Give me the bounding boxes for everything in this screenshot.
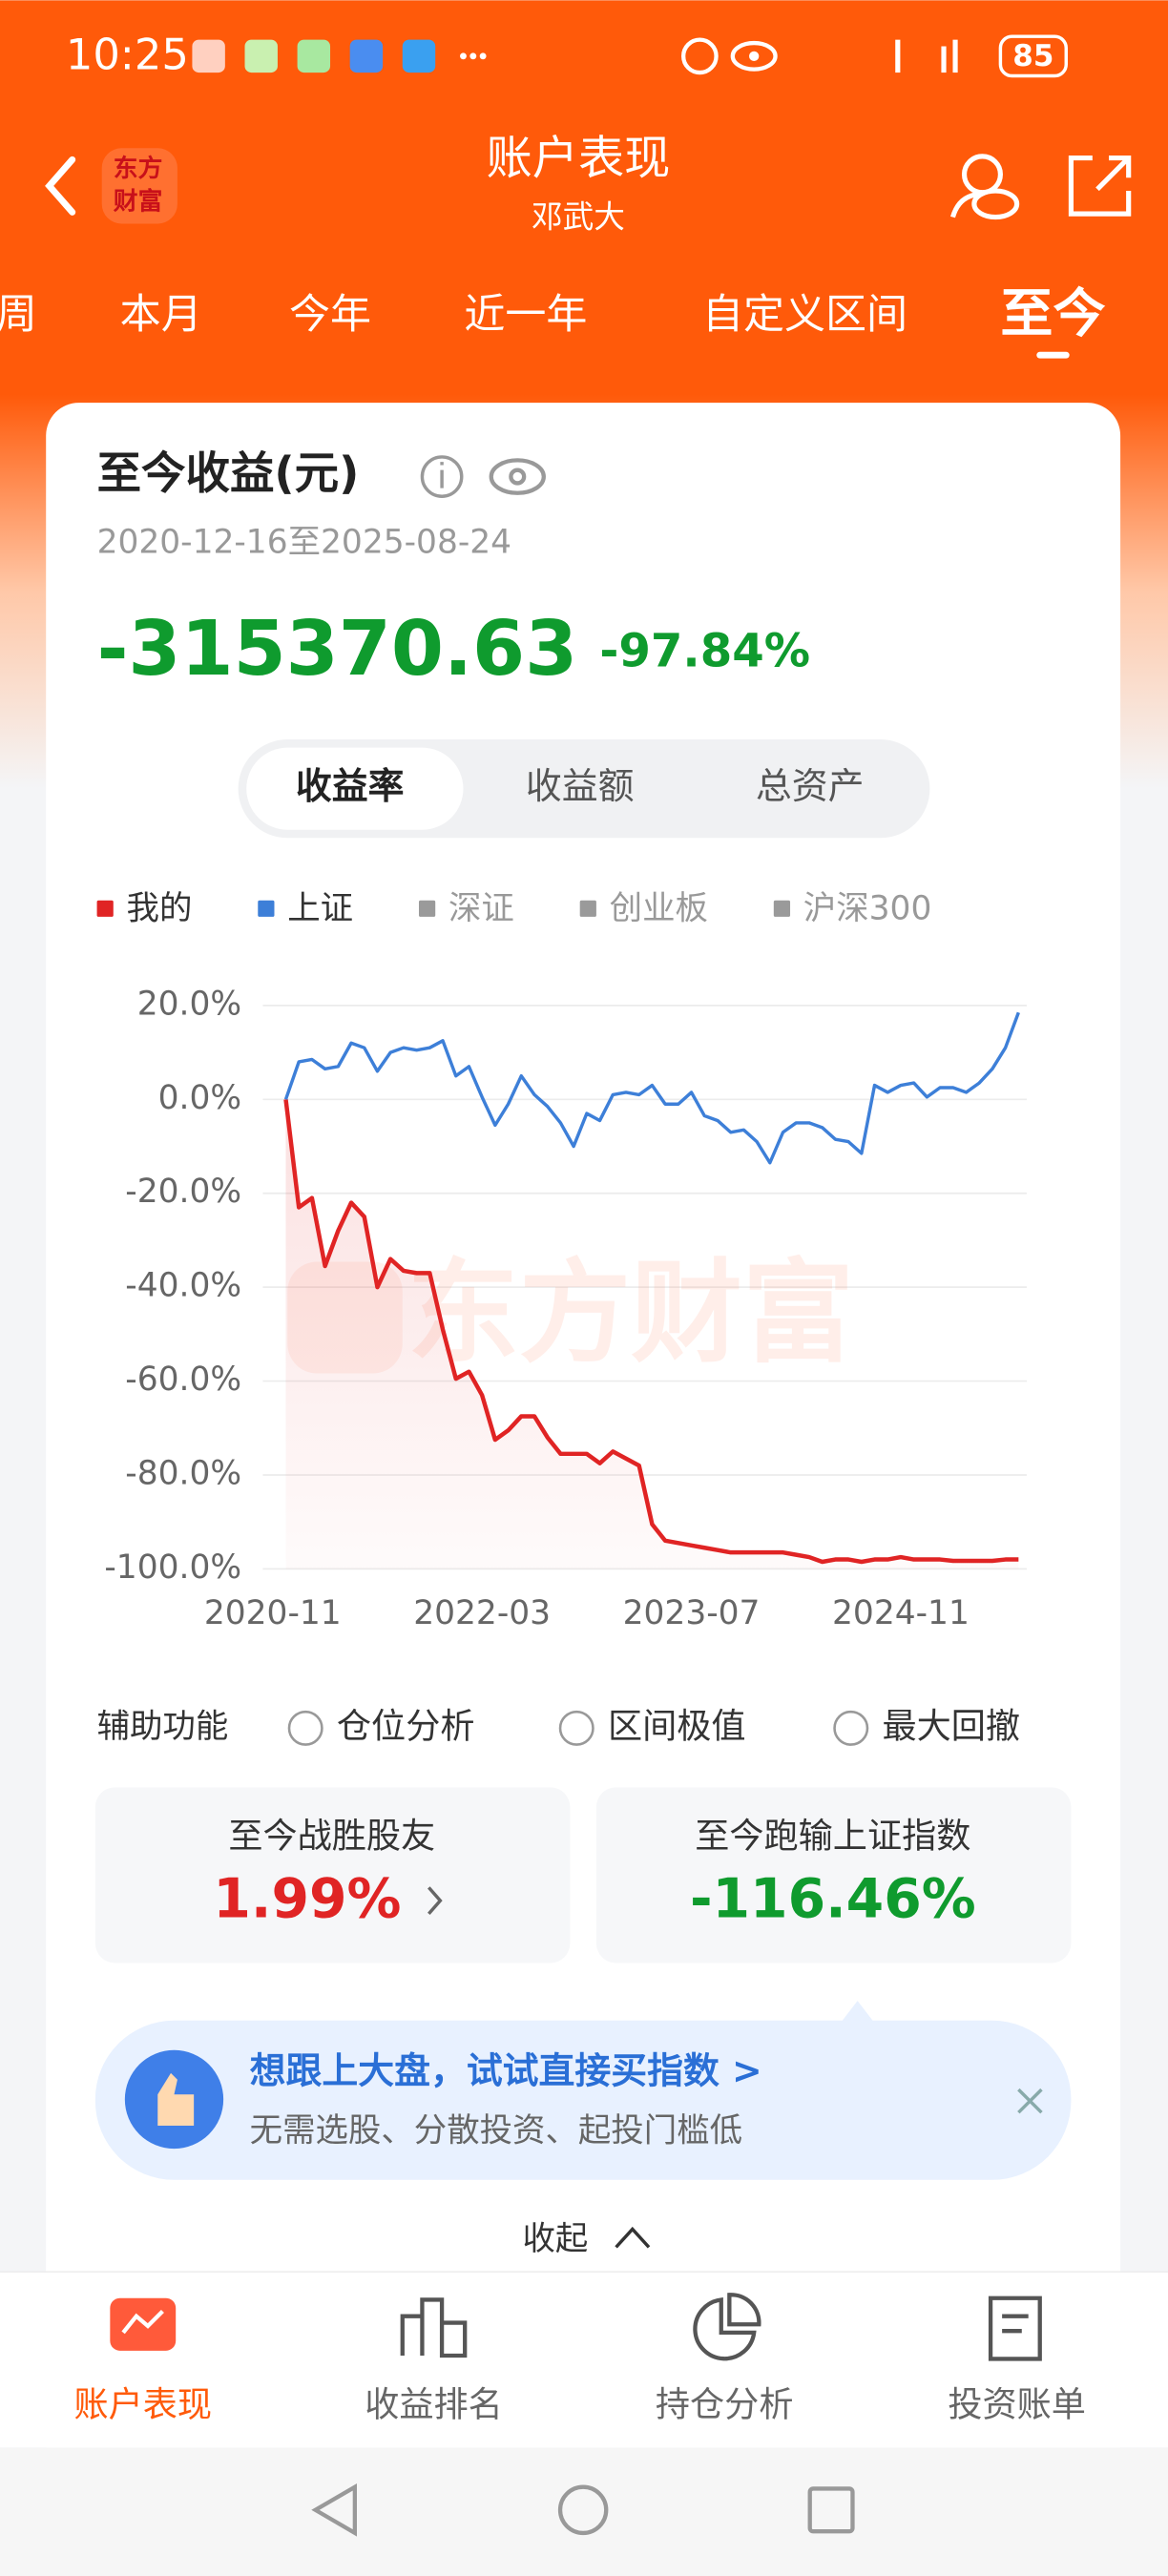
segment-active <box>246 747 464 830</box>
promo-subtitle: 无需选股、分散投资、起投门槛低 <box>250 2111 742 2150</box>
y-tick-label: -60.0% <box>125 1361 241 1399</box>
stat-value: 1.99% <box>213 1867 401 1930</box>
radio[interactable] <box>833 1710 869 1746</box>
y-tick-label: 0.0% <box>158 1079 241 1117</box>
y-tick-label: -40.0% <box>125 1267 241 1305</box>
x-tick-label: 2022-03 <box>413 1594 551 1632</box>
user-icon[interactable] <box>949 154 1020 220</box>
legend-swatch <box>773 900 791 917</box>
share-icon[interactable] <box>1068 156 1132 217</box>
nav-icon[interactable] <box>400 2297 468 2358</box>
legend-swatch <box>96 900 114 917</box>
y-tick-label: -80.0% <box>125 1454 241 1492</box>
y-tick-label: -100.0% <box>104 1548 241 1587</box>
x-tick-label: 2020-11 <box>204 1594 342 1632</box>
promo-title[interactable]: 想跟上大盘，试试直接买指数 > <box>250 2049 762 2091</box>
aux-option[interactable]: 最大回撤 <box>882 1705 1020 1746</box>
nav-label[interactable]: 收益排名 <box>365 2383 503 2424</box>
legend-swatch <box>579 900 596 917</box>
nav-label[interactable]: 投资账单 <box>948 2383 1086 2424</box>
status-icons <box>192 34 1068 78</box>
x-tick-label: 2023-07 <box>623 1594 761 1632</box>
bottom-nav <box>0 2272 1168 2448</box>
nav-label[interactable]: 持仓分析 <box>656 2383 794 2424</box>
card-title: 至今收益(元) <box>97 447 360 499</box>
date-range: 2020-12-16至2025-08-24 <box>97 524 512 562</box>
back-button[interactable] <box>45 156 76 216</box>
tab[interactable]: 近一年 <box>464 291 587 339</box>
system-home[interactable] <box>557 2484 609 2536</box>
segment[interactable]: 收益额 <box>526 765 635 807</box>
collapse-chevron <box>615 2226 651 2249</box>
area-fill <box>285 1099 1019 1569</box>
system-nav <box>0 2447 1168 2576</box>
legend-label[interactable]: 我的 <box>127 890 193 928</box>
page-subtitle: 邓武大 <box>532 198 625 235</box>
stat-label: 至今战胜股友 <box>228 1816 435 1857</box>
legend-label[interactable]: 深证 <box>448 890 514 928</box>
radio[interactable] <box>287 1710 323 1746</box>
nav-icon[interactable] <box>988 2296 1042 2361</box>
line-series <box>283 1099 1019 1565</box>
nav-icon-line <box>121 2309 164 2335</box>
tab[interactable]: 周 <box>0 291 37 339</box>
aux-label: 辅助功能 <box>97 1708 229 1746</box>
logo-text: 东方 <box>114 154 163 183</box>
stat-chevron <box>428 1886 443 1916</box>
x-tick-label: 2024-11 <box>832 1594 970 1632</box>
system-back[interactable] <box>311 2483 357 2537</box>
eye-icon[interactable] <box>489 458 546 495</box>
info-icon[interactable] <box>420 455 464 498</box>
logo-text: 财富 <box>114 187 163 217</box>
status-time: 10:25 <box>66 30 189 80</box>
stat-label: 至今跑输上证指数 <box>695 1816 970 1857</box>
y-tick-label: 20.0% <box>137 985 241 1023</box>
promo-banner[interactable] <box>94 2020 1072 2180</box>
nav-icon[interactable] <box>693 2293 761 2361</box>
total-percent: -97.84% <box>599 624 810 677</box>
tab[interactable]: 今年 <box>289 291 371 339</box>
promo-pointer <box>841 2001 874 2023</box>
total-amount: -315370.63 <box>97 605 578 693</box>
legend-swatch <box>258 900 275 917</box>
aux-option[interactable]: 区间极值 <box>608 1705 746 1746</box>
legend-label[interactable]: 创业板 <box>610 890 708 928</box>
battery-level: 85 <box>1012 39 1053 73</box>
y-tick-label: -20.0% <box>125 1173 241 1211</box>
promo-icon-hand <box>157 2072 195 2126</box>
stat-value: -116.46% <box>690 1867 976 1930</box>
logo <box>101 148 177 224</box>
legend-label[interactable]: 沪深300 <box>803 890 932 928</box>
tab[interactable]: 自定义区间 <box>702 291 907 339</box>
segment[interactable]: 总资产 <box>756 765 865 807</box>
system-recent[interactable] <box>807 2486 855 2534</box>
tab-indicator <box>1036 351 1070 359</box>
collapse-button[interactable]: 收起 <box>522 2220 588 2258</box>
nav-label[interactable]: 账户表现 <box>73 2383 212 2424</box>
stat-box <box>595 1787 1072 1963</box>
legend-swatch <box>418 900 436 917</box>
segment[interactable]: 收益率 <box>296 765 405 807</box>
radio[interactable] <box>558 1710 594 1746</box>
stat-box[interactable] <box>94 1787 571 1963</box>
legend-label[interactable]: 上证 <box>287 890 353 928</box>
page-title: 账户表现 <box>487 132 671 185</box>
watermark: 东方财富 <box>407 1248 854 1379</box>
tab[interactable]: 至今 <box>1000 283 1105 344</box>
tab[interactable]: 本月 <box>120 291 202 339</box>
aux-option[interactable]: 仓位分析 <box>337 1705 475 1746</box>
line-series <box>283 1011 1020 1165</box>
promo-close[interactable] <box>1017 2088 1043 2114</box>
